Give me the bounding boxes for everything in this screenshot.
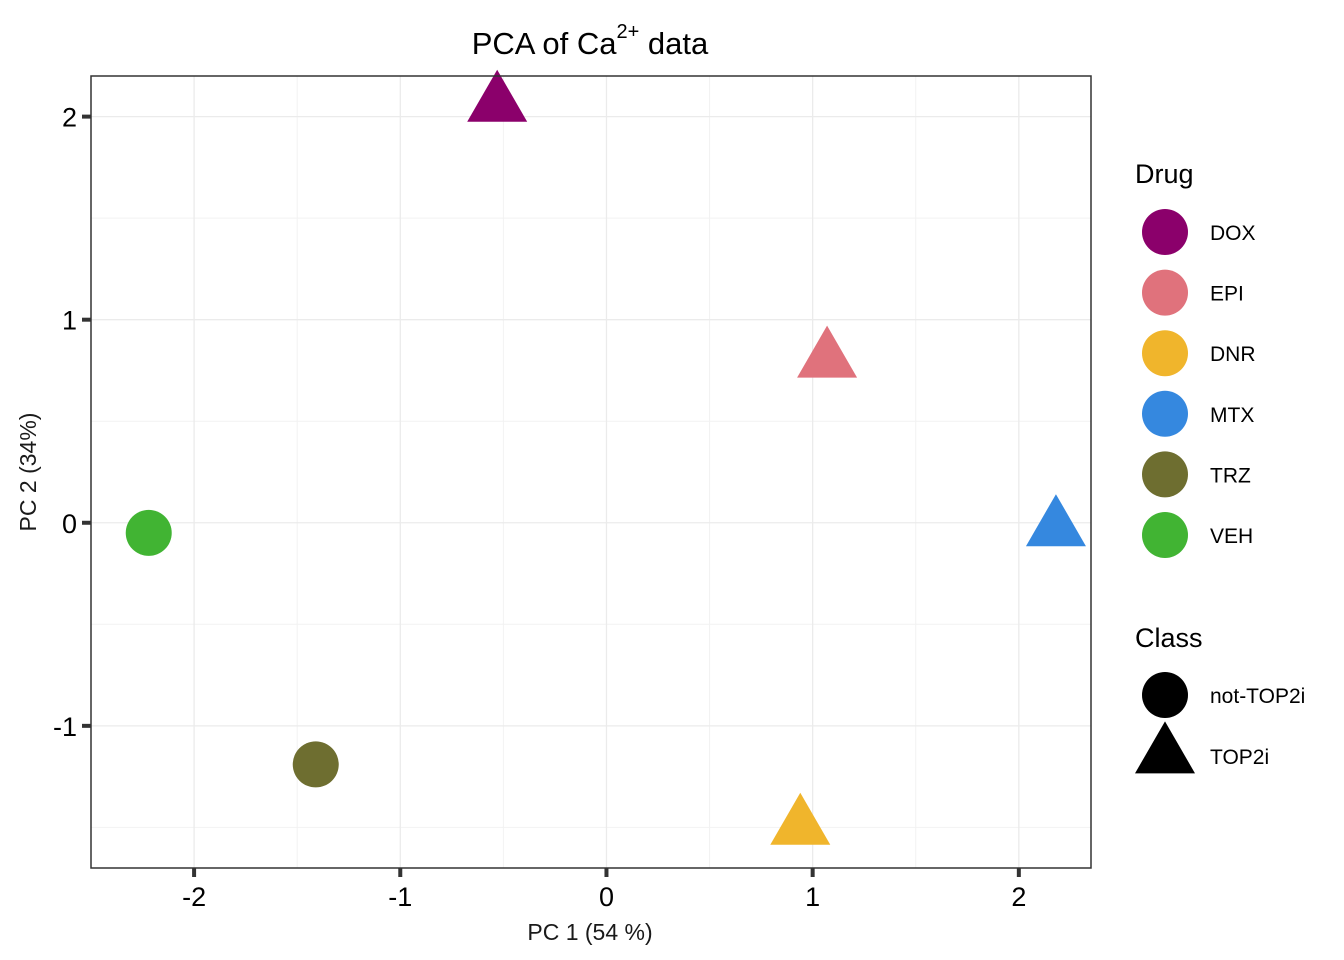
y-tick-label: -1 <box>53 712 77 742</box>
chart-title-main: PCA of Ca <box>472 26 617 61</box>
x-tick-label: 0 <box>599 882 614 912</box>
panel-background <box>91 76 1091 868</box>
legend-label-epi: EPI <box>1210 283 1244 306</box>
legend-key-dnr <box>1142 330 1188 377</box>
point-dnr <box>770 792 831 845</box>
point-veh <box>125 509 172 556</box>
legend-label-trz: TRZ <box>1210 464 1251 487</box>
legend-key-top2i <box>1135 721 1195 774</box>
x-tick-label: -2 <box>182 882 206 912</box>
major-gridlines <box>91 76 1091 868</box>
legend-label-mtx: MTX <box>1210 404 1254 427</box>
panel-border <box>90 75 1092 869</box>
legend-key-epi <box>1142 269 1188 316</box>
legend-label-veh: VEH <box>1210 525 1253 548</box>
point-mtx <box>1025 494 1086 547</box>
y-tick-label: 1 <box>62 306 77 336</box>
legend-key-veh <box>1142 512 1188 558</box>
y-tick-label: 0 <box>62 509 77 539</box>
chart-title-rest: data <box>639 26 709 61</box>
point-epi <box>797 325 858 378</box>
legend-class-entries: not-TOP2i TOP2i <box>1135 672 1305 774</box>
plot-panel <box>90 69 1092 869</box>
minor-gridlines <box>91 76 1091 868</box>
y-tick-label: 2 <box>62 103 77 133</box>
x-axis: -2 -1 0 1 2 <box>182 868 1026 912</box>
legend-label-dox: DOX <box>1210 222 1256 245</box>
chart-title-sup: 2+ <box>616 21 639 43</box>
legend-key-trz <box>1142 451 1188 498</box>
legend-label-not-top2i: not-TOP2i <box>1210 685 1305 708</box>
legend-label-dnr: DNR <box>1210 343 1256 366</box>
x-axis-title: PC 1 (54 %) <box>527 919 652 945</box>
chart-title: PCA of Ca2+ data <box>472 21 709 61</box>
legend-key-mtx <box>1142 390 1188 437</box>
point-dox <box>467 69 528 122</box>
legend-label-top2i: TOP2i <box>1210 746 1269 769</box>
legend-title-drug: Drug <box>1135 159 1194 189</box>
x-tick-label: 1 <box>805 882 820 912</box>
x-tick-label: 2 <box>1011 882 1026 912</box>
point-trz <box>292 741 339 788</box>
legend-title-class: Class <box>1135 623 1203 653</box>
y-axis-title: PC 2 (34%) <box>15 413 41 532</box>
legend-key-dox <box>1142 209 1188 255</box>
data-points <box>125 69 1086 845</box>
legend: Drug DOX EPI DNR MTX TRZ VEH Class not-TOP2i T… <box>1135 159 1305 774</box>
legend-drug-entries: DOX EPI DNR MTX TRZ VEH <box>1142 209 1256 558</box>
y-axis: -1 0 1 2 <box>53 103 91 742</box>
x-tick-label: -1 <box>388 882 412 912</box>
legend-key-not-top2i <box>1142 672 1188 718</box>
